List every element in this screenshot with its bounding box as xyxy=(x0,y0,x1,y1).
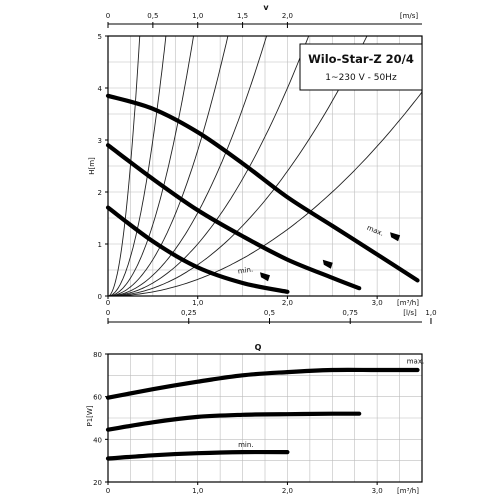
x-tick-label: 1,0 xyxy=(192,487,203,495)
system-curve xyxy=(108,91,422,296)
y-tick-label: 0 xyxy=(98,293,102,301)
system-curve xyxy=(108,36,310,296)
pump-curve-mid xyxy=(105,143,362,291)
x-tick-label: 0 xyxy=(106,299,110,307)
x-unit-label: [m³/h] xyxy=(397,487,419,495)
y-tick-label: 4 xyxy=(98,85,103,93)
system-curve xyxy=(108,36,229,296)
title-box xyxy=(299,43,423,91)
velocity-tick-label: 0,5 xyxy=(147,12,158,20)
x-tick-label: 0 xyxy=(106,487,110,495)
power-label-max: max. xyxy=(407,358,424,366)
pump-curve-min xyxy=(105,205,290,294)
series-label-max: max. xyxy=(366,224,385,238)
system-curve xyxy=(108,36,194,296)
x-tick-label: 3,0 xyxy=(372,487,383,495)
velocity-unit-label: [m/s] xyxy=(400,12,419,20)
system-curve xyxy=(108,36,141,296)
x-tick-label: 2,0 xyxy=(282,299,293,307)
chart-subtitle: 1~230 V - 50Hz xyxy=(325,73,397,83)
ls-tick-label: 0 xyxy=(106,309,110,317)
system-curves xyxy=(108,36,422,296)
y-tick-label: 20 xyxy=(93,479,102,487)
x-tick-label: 1,0 xyxy=(192,299,203,307)
velocity-tick-label: 2,0 xyxy=(282,12,293,20)
power-curve-max xyxy=(105,367,420,400)
ls-tick-label: 0,75 xyxy=(342,309,358,317)
y-axis-label: H[m] xyxy=(88,157,96,175)
x-tick-label: 3,0 xyxy=(372,299,383,307)
system-curve xyxy=(108,36,167,296)
velocity-tick-label: 1,5 xyxy=(237,12,248,20)
y-tick-label: 80 xyxy=(93,351,102,359)
velocity-axis-title: v xyxy=(263,3,269,12)
operating-marker xyxy=(260,272,270,282)
x-tick-label: 2,0 xyxy=(282,487,293,495)
flow-axis-title: Q xyxy=(255,343,262,352)
pump-curve-max xyxy=(105,93,420,283)
velocity-tick-label: 1,0 xyxy=(192,12,203,20)
velocity-tick-label: 0 xyxy=(106,12,110,20)
power-y-axis-label: P1[W] xyxy=(86,405,94,426)
power-label-min: min. xyxy=(238,441,253,449)
head-chart: max. min. Wilo-Star-Z 20/4 1~230 V - 50Hz 0 1… xyxy=(88,3,437,352)
y-tick-label: 5 xyxy=(98,33,102,41)
y-tick-label: 2 xyxy=(98,189,102,197)
ls-unit-label: [l/s] xyxy=(403,309,417,317)
series-label-min: min. xyxy=(237,266,253,276)
chart-title: Wilo-Star-Z 20/4 xyxy=(308,52,414,66)
ls-tick-label: 0,5 xyxy=(264,309,275,317)
y-tick-label: 3 xyxy=(98,137,102,145)
operating-marker xyxy=(322,259,333,269)
y-tick-label: 40 xyxy=(93,436,102,444)
power-curve-mid xyxy=(105,411,362,432)
plot-frame xyxy=(107,35,423,297)
system-curve xyxy=(108,36,368,296)
y-tick-label: 1 xyxy=(98,241,102,249)
operating-marker xyxy=(390,232,401,242)
ls-tick-label: 0,25 xyxy=(181,309,197,317)
x-unit-label: [m³/h] xyxy=(397,299,419,307)
y-tick-label: 60 xyxy=(93,394,102,402)
power-chart: max. min. 20 40 60 80 P1[W] 0 1,0 2,0 3,0 [m³/h] xyxy=(86,351,424,495)
ls-tick-label: 1,0 xyxy=(425,309,436,317)
plot-frame xyxy=(107,353,423,483)
system-curve xyxy=(108,36,268,296)
power-curve-min xyxy=(105,449,290,461)
